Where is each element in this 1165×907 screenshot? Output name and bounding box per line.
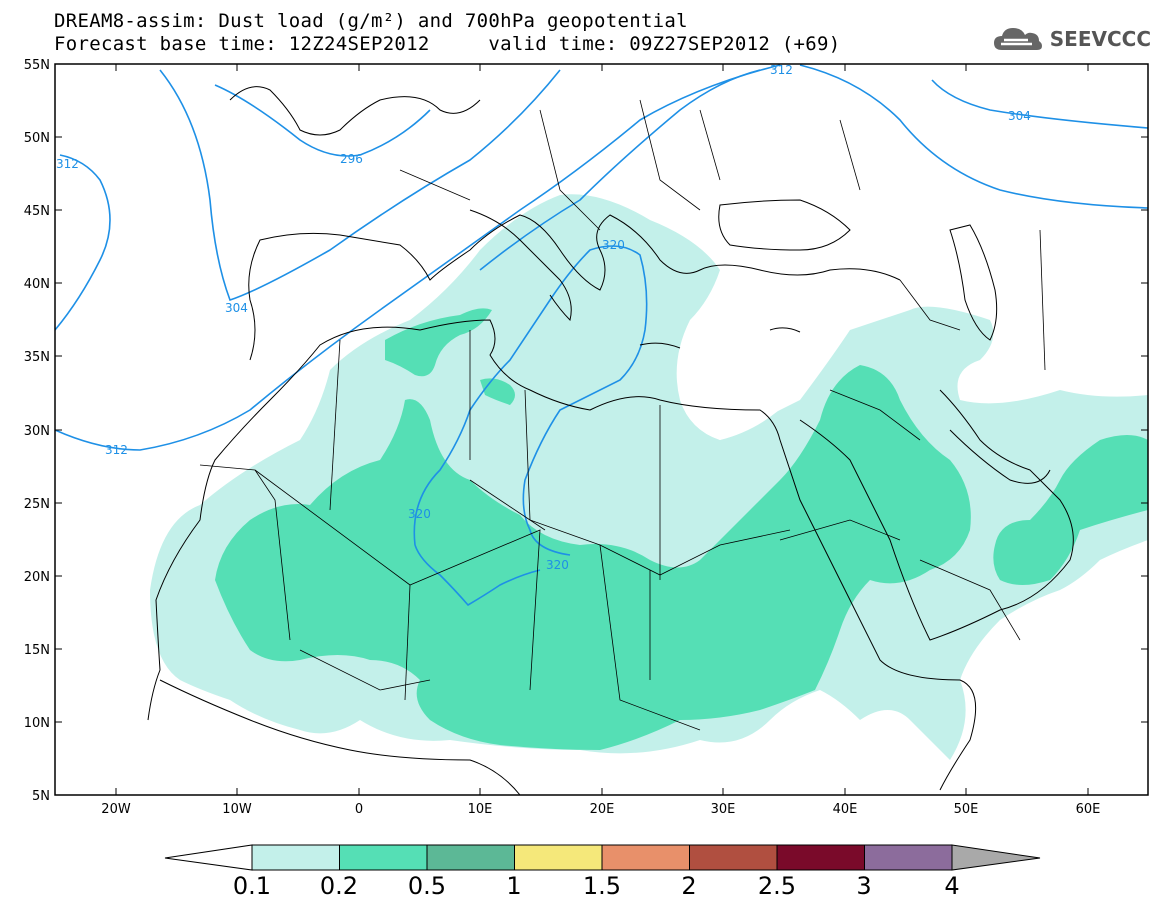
lat-label: 25N bbox=[24, 497, 50, 512]
colorbar-segment bbox=[514, 844, 603, 871]
colorbar-segment bbox=[776, 844, 865, 871]
colorbar-segments bbox=[251, 844, 953, 871]
coastlines bbox=[147, 86, 1074, 795]
lat-label: 30N bbox=[24, 424, 50, 439]
contour-label: 312 bbox=[56, 157, 79, 171]
lon-label: 50E bbox=[954, 802, 979, 817]
contour-label: 304 bbox=[1008, 109, 1031, 123]
lon-label: 40E bbox=[833, 802, 858, 817]
colorbar-label: 2.5 bbox=[758, 872, 796, 900]
map-title: DREAM8-assim: Dust load (g/m²) and 700hP… bbox=[54, 10, 688, 32]
country-borders bbox=[199, 99, 1046, 731]
dust-gap bbox=[680, 346, 792, 440]
lat-label: 45N bbox=[24, 204, 50, 219]
colorbar-segment bbox=[339, 844, 428, 871]
colorbar-max-arrow bbox=[951, 844, 1041, 871]
lon-label: 10E bbox=[468, 802, 493, 817]
lat-label: 5N bbox=[32, 789, 50, 804]
cloud-icon bbox=[993, 28, 1042, 50]
contour-312-main bbox=[55, 64, 781, 451]
contour-304-west bbox=[159, 69, 561, 302]
colorbar-label: 3 bbox=[856, 872, 871, 900]
lon-label: 10W bbox=[222, 802, 252, 817]
colorbar-segment bbox=[689, 844, 778, 871]
colorbar: 0.1 0.2 0.5 1 1.5 2 2.5 3 4 bbox=[164, 844, 1041, 900]
colorbar-label: 0.1 bbox=[233, 872, 271, 900]
lat-label: 10N bbox=[24, 716, 50, 731]
lon-label: 60E bbox=[1076, 802, 1101, 817]
colorbar-label: 0.5 bbox=[408, 872, 446, 900]
lat-label: 15N bbox=[24, 643, 50, 658]
lat-label: 50N bbox=[24, 131, 50, 146]
colorbar-segment bbox=[426, 844, 515, 871]
contour-296 bbox=[214, 84, 431, 157]
lon-label: 20E bbox=[590, 802, 615, 817]
contour-label: 320 bbox=[408, 507, 431, 521]
contour-label: 320 bbox=[546, 558, 569, 572]
lat-label: 55N bbox=[24, 58, 50, 73]
geopotential-contours bbox=[55, 64, 1148, 607]
contour-312-upper bbox=[479, 69, 761, 271]
lon-label: 30E bbox=[711, 802, 736, 817]
lon-axis: 20W 10W 0 10E 20E 30E 40E 50E 60E bbox=[101, 64, 1100, 817]
colorbar-label: 4 bbox=[944, 872, 959, 900]
contour-312-west bbox=[55, 154, 111, 331]
colorbar-min-arrow bbox=[164, 844, 253, 871]
lon-label: 0 bbox=[355, 802, 363, 817]
contour-304-east bbox=[931, 79, 1148, 129]
colorbar-segment bbox=[864, 844, 953, 871]
contour-label: 320 bbox=[602, 238, 625, 252]
colorbar-label: 2 bbox=[681, 872, 696, 900]
dust-shade-0.2-algeria-north bbox=[385, 308, 492, 377]
lat-label: 35N bbox=[24, 350, 50, 365]
lat-axis: 55N 50N 45N 40N 35N 30N 25N 20N 15N 10N … bbox=[24, 58, 1148, 804]
map-subtitle-times: Forecast base time: 12Z24SEP2012 valid t… bbox=[54, 33, 841, 55]
colorbar-segment bbox=[251, 844, 340, 871]
seevccc-logo: SEEVCCC bbox=[992, 24, 1151, 54]
colorbar-segment bbox=[601, 844, 690, 871]
contour-312-east bbox=[799, 64, 1148, 209]
logo-text: SEEVCCC bbox=[1049, 27, 1151, 51]
colorbar-label: 1.5 bbox=[583, 872, 621, 900]
colorbar-label: 1 bbox=[506, 872, 521, 900]
contour-label: 312 bbox=[105, 443, 128, 457]
lon-label: 20W bbox=[101, 802, 131, 817]
lat-label: 20N bbox=[24, 570, 50, 585]
contour-label: 312 bbox=[770, 63, 793, 77]
contour-320-south bbox=[414, 544, 541, 607]
contour-320-inner bbox=[413, 245, 648, 556]
contour-label: 296 bbox=[340, 152, 363, 166]
colorbar-label: 0.2 bbox=[320, 872, 358, 900]
dust-shade-0.2-arabia bbox=[993, 435, 1148, 585]
lat-label: 40N bbox=[24, 277, 50, 292]
contour-label: 304 bbox=[225, 301, 248, 315]
dust-shade-0.2-west bbox=[215, 365, 971, 750]
